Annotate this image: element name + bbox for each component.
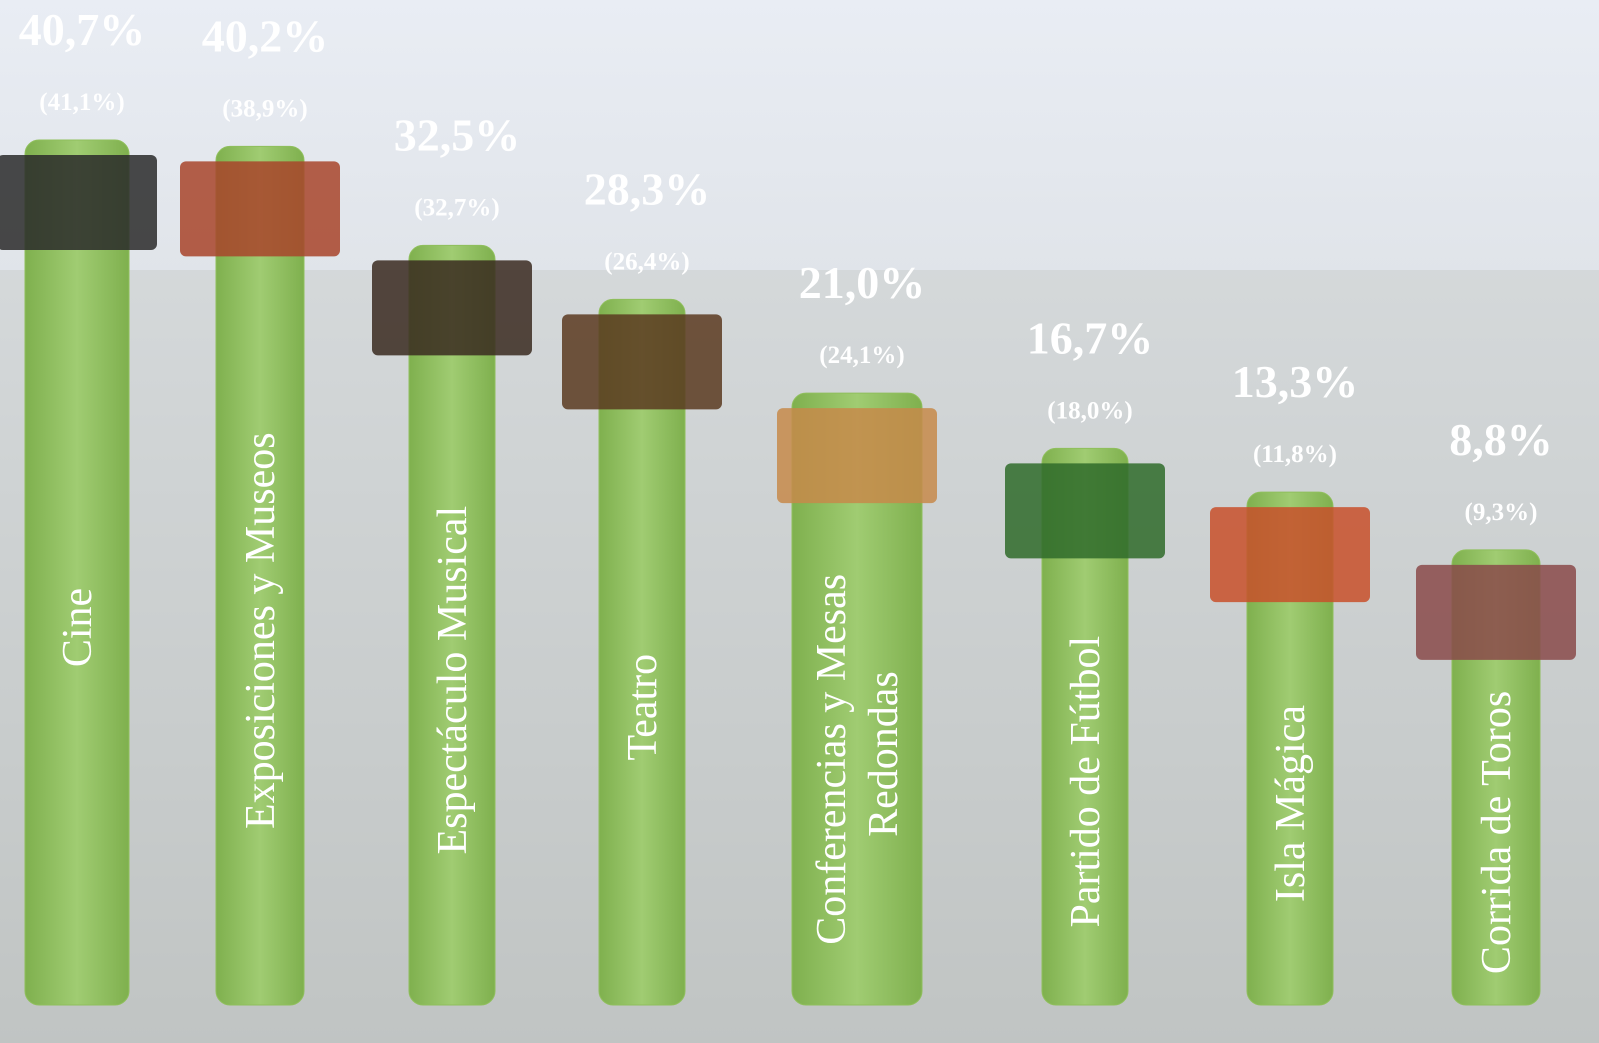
value-label: 28,3% bbox=[584, 163, 711, 214]
previous-value-label: (32,7%) bbox=[414, 194, 499, 221]
bar bbox=[1451, 549, 1541, 1006]
photo bbox=[372, 260, 532, 356]
photo bbox=[0, 155, 157, 251]
value-label: 40,7% bbox=[19, 4, 146, 55]
category-label: Partido de Fútbol bbox=[1063, 636, 1109, 928]
value-label: 8,8% bbox=[1449, 414, 1553, 465]
photo bbox=[1005, 463, 1165, 559]
value-label: 21,0% bbox=[799, 257, 926, 308]
bar bbox=[408, 244, 496, 1006]
previous-value-label: (26,4%) bbox=[604, 248, 689, 275]
category-label: Isla Mágica bbox=[1268, 705, 1314, 902]
photo bbox=[1416, 564, 1576, 660]
previous-value-label: (41,1%) bbox=[39, 89, 124, 116]
category-label: Teatro bbox=[620, 654, 666, 761]
value-label: 13,3% bbox=[1232, 356, 1359, 407]
bar bbox=[24, 139, 130, 1006]
photo bbox=[777, 408, 937, 504]
photo bbox=[180, 161, 340, 257]
value-label: 40,2% bbox=[202, 10, 329, 61]
previous-value-label: (38,9%) bbox=[222, 95, 307, 122]
previous-value-label: (24,1%) bbox=[819, 342, 904, 369]
bar bbox=[215, 145, 305, 1006]
category-label: Cine bbox=[55, 588, 101, 667]
category-label: Conferencias y Mesas Redondas bbox=[809, 563, 907, 944]
bar bbox=[1246, 491, 1334, 1006]
bar bbox=[1041, 447, 1129, 1006]
previous-value-label: (18,0%) bbox=[1047, 397, 1132, 424]
photo bbox=[562, 314, 722, 410]
category-label: Exposiciones y Museos bbox=[238, 432, 284, 829]
bar bbox=[598, 298, 686, 1006]
value-label: 32,5% bbox=[394, 109, 521, 160]
previous-value-label: (11,8%) bbox=[1253, 441, 1337, 468]
photo bbox=[1210, 507, 1370, 603]
bar bbox=[791, 392, 923, 1006]
category-label: Espectáculo Musical bbox=[430, 506, 476, 855]
category-label: Corrida de Toros bbox=[1474, 691, 1520, 974]
value-label: 16,7% bbox=[1027, 312, 1154, 363]
previous-value-label: (9,3%) bbox=[1465, 499, 1538, 526]
